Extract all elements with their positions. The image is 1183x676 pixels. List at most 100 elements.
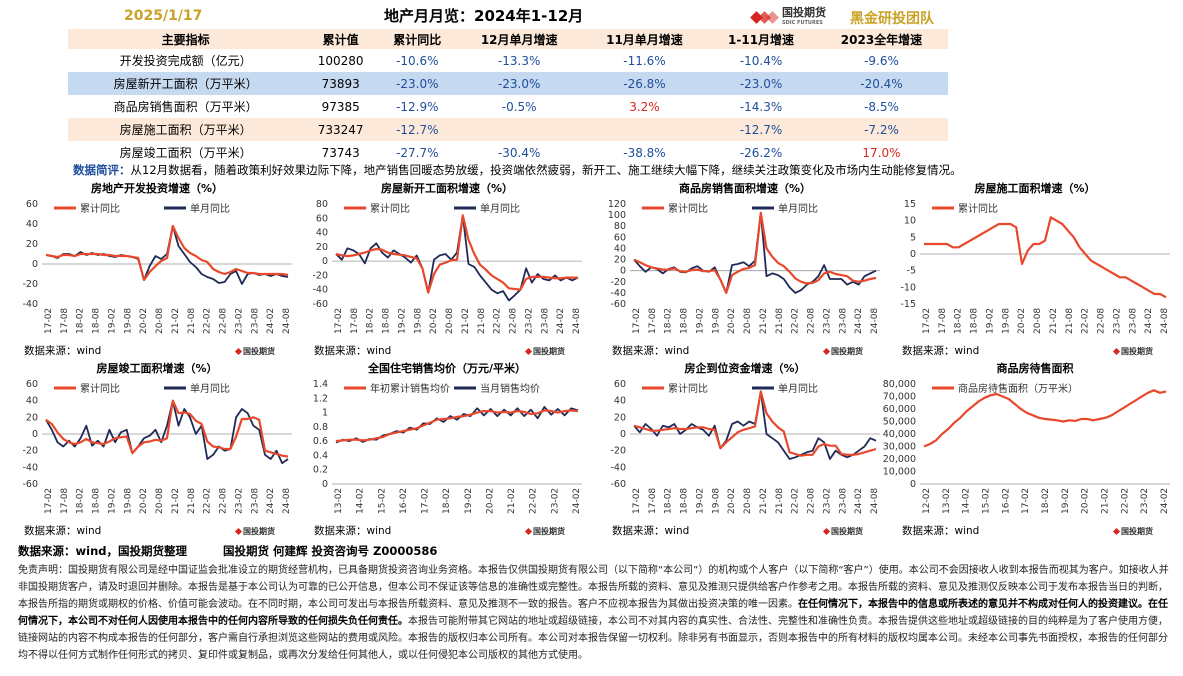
logo-text: 国投期货	[243, 347, 275, 356]
x-tick-label: 16-02	[399, 488, 409, 514]
x-tick-label: 20-02	[727, 488, 737, 514]
series-line-primary	[45, 224, 289, 282]
x-tick-label: 24-02	[854, 488, 864, 514]
legend-label: 当月销售均价	[480, 382, 540, 395]
chart-title: 房屋竣工面积增速（%）	[96, 361, 217, 375]
x-tick-label: 24-08	[282, 488, 292, 514]
chart-source: 数据来源：wind	[24, 345, 102, 357]
x-tick-label: 24-02	[572, 488, 582, 514]
y-tick-label: -40	[22, 462, 38, 473]
logo-text: 国投期货	[533, 527, 565, 536]
growth-rate: -9.6%	[864, 53, 899, 68]
x-tick-label: 21-02	[1101, 488, 1111, 514]
growth-rate: -10.4%	[739, 53, 783, 68]
x-tick-label: 19-02	[397, 308, 407, 334]
growth-rate: -0.5%	[501, 99, 537, 114]
x-tick-label: 22-02	[791, 308, 801, 334]
table-header-cell: 1-11月增速	[707, 29, 815, 49]
x-tick-label: 17-02	[421, 488, 431, 514]
x-tick-label: 23-02	[1140, 488, 1150, 514]
y-tick-label: -60	[312, 299, 328, 310]
x-tick-label: 24-08	[1160, 308, 1170, 334]
chart-title: 商品房销售面积增速（%）	[679, 181, 811, 195]
y-tick-label: 15	[904, 199, 916, 210]
x-tick-label: 19-08	[1001, 308, 1011, 334]
growth-rate: -11.6%	[623, 53, 666, 68]
logo-text: 国投期货	[1121, 527, 1153, 536]
x-tick-label: 23-08	[540, 308, 550, 334]
y-tick-label: 40	[614, 396, 626, 407]
x-tick-label: 24-02	[854, 308, 864, 334]
x-tick-label: 21-02	[1049, 308, 1059, 334]
y-tick-label: 20	[26, 412, 38, 423]
growth-rate: -26.2%	[739, 145, 783, 160]
chart-8: 商品房待售面积 商品房待售面积（万平米） 0 10,000 20,000 30,000 40…	[883, 360, 1178, 534]
y-tick-label: -20	[610, 446, 626, 457]
x-tick-label: 15-02	[377, 488, 387, 514]
x-tick-label: 21-02	[461, 308, 471, 334]
x-tick-label: 21-02	[171, 488, 181, 514]
x-tick-label: 20-08	[743, 308, 753, 334]
table-header-cell: 累计值	[303, 29, 379, 49]
commentary: 数据简评：从12月数据看，随着政策利好效果边际下降，地产销售回暖态势放缓，投资端…	[73, 162, 962, 178]
x-tick-label: 17-02	[44, 308, 54, 334]
growth-rate: -23.0%	[378, 72, 457, 95]
y-tick-label: 70,000	[883, 392, 916, 403]
report-date: 2025/1/17	[124, 8, 203, 24]
x-tick-label: 21-08	[187, 488, 197, 514]
legend-label: 累计同比	[80, 382, 120, 395]
y-tick-label: -5	[907, 266, 916, 277]
x-tick-label: 22-08	[807, 488, 817, 514]
legend-label: 累计同比	[370, 202, 410, 215]
chart-title: 房屋施工面积增速（%）	[974, 181, 1095, 195]
x-tick-label: 24-02	[1160, 488, 1170, 514]
y-tick-label: 1.2	[313, 393, 328, 404]
x-tick-label: 19-02	[695, 308, 705, 334]
x-tick-label: 19-02	[107, 308, 117, 334]
x-tick-label: 22-02	[1081, 308, 1091, 334]
x-tick-label: 23-08	[250, 488, 260, 514]
table-header-cell: 主要指标	[68, 29, 304, 49]
table-row: 房屋竣工面积（万平米） 73743 -27.7% -30.4% -38.8% -26.2%…	[68, 141, 948, 164]
logo-diamond-icon	[1112, 527, 1121, 536]
y-tick-label: 120	[608, 199, 626, 210]
y-tick-label: 5	[910, 232, 916, 243]
x-tick-label: 18-02	[442, 488, 452, 514]
cumulative-value: 73743	[321, 145, 360, 160]
x-tick-label: 21-02	[759, 488, 769, 514]
y-tick-label: 60	[26, 379, 38, 390]
chart-logo: 国投期货	[234, 526, 275, 537]
y-tick-label: 0	[322, 479, 328, 490]
logo-text: 国投期货	[831, 347, 863, 356]
chart-logo: 国投期货	[1112, 346, 1153, 357]
x-tick-label: 21-08	[187, 308, 197, 334]
logo-diamond-icon	[822, 527, 831, 536]
chart-logo: 国投期货	[1112, 526, 1153, 537]
legend-label: 年初累计销售均价	[370, 382, 450, 395]
table-row: 开发投资完成额（亿元） 100280 -10.6% -13.3% -11.6% -10.4…	[68, 49, 948, 72]
x-tick-label: 13-02	[942, 488, 952, 514]
y-tick-label: 0	[620, 429, 626, 440]
x-tick-label: 24-02	[266, 488, 276, 514]
growth-rate: -30.4%	[497, 145, 541, 160]
growth-rate	[581, 118, 708, 141]
x-tick-label: 18-02	[954, 308, 964, 334]
y-tick-label: -40	[610, 288, 626, 299]
y-tick-label: 20	[614, 255, 626, 266]
x-tick-label: 20-02	[1081, 488, 1091, 514]
summary-table: 主要指标 累计值 累计同比 12月单月增速 11月单月增速 1-11月增速 2023全年增速…	[68, 29, 948, 164]
x-tick-label: 22-02	[529, 488, 539, 514]
chart-1: 房地产开发投资增速（%） 累计同比 单月同比 -40 -20 0 20 40 60 17-02 17…	[10, 180, 300, 354]
chart-source: 数据来源：wind	[314, 525, 392, 537]
chart-svg: 全国住宅销售均价（万元/平米） 年初累计销售均价 当月销售均价 0 0.2 0.4 0.6 0…	[313, 361, 582, 514]
y-tick-label: -60	[610, 479, 626, 490]
x-tick-label: 24-08	[870, 308, 880, 334]
y-tick-label: 20,000	[883, 454, 916, 465]
x-tick-label: 18-02	[76, 488, 86, 514]
chart-logo: 国投期货	[524, 346, 565, 357]
y-tick-label: 40,000	[883, 429, 916, 440]
x-tick-label: 18-08	[382, 308, 392, 334]
footer-source: 数据来源：wind，国投期货整理 国投期货 何建辉 投资咨询号 Z0000586	[18, 544, 438, 558]
table-body: 开发投资完成额（亿元） 100280 -10.6% -13.3% -11.6% -10.4…	[68, 49, 948, 164]
y-tick-label: 60	[26, 199, 38, 210]
